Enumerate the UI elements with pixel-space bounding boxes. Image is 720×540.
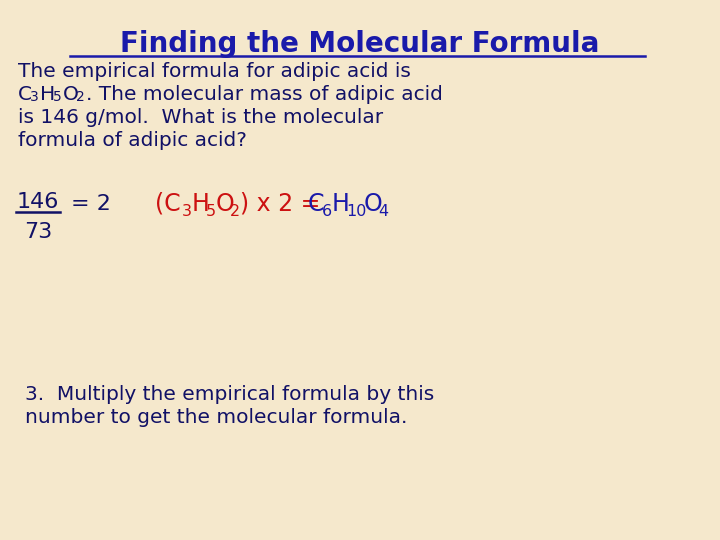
Text: C: C [308, 192, 325, 216]
Text: Finding the Molecular Formula: Finding the Molecular Formula [120, 30, 600, 58]
Text: is 146 g/mol.  What is the molecular: is 146 g/mol. What is the molecular [18, 108, 383, 127]
Text: = 2: = 2 [71, 194, 111, 214]
Text: (C: (C [155, 192, 181, 216]
Text: H: H [332, 192, 350, 216]
Text: O: O [216, 192, 235, 216]
Text: H: H [192, 192, 210, 216]
Text: O: O [63, 85, 79, 104]
Text: 4: 4 [378, 204, 388, 219]
Text: 6: 6 [322, 204, 332, 219]
Text: 3.  Multiply the empirical formula by this: 3. Multiply the empirical formula by thi… [25, 385, 434, 404]
Text: 3: 3 [30, 90, 39, 104]
Text: 2: 2 [76, 90, 85, 104]
Text: 2: 2 [230, 204, 240, 219]
Text: 5: 5 [53, 90, 62, 104]
Text: 3: 3 [182, 204, 192, 219]
Text: formula of adipic acid?: formula of adipic acid? [18, 131, 247, 150]
Text: number to get the molecular formula.: number to get the molecular formula. [25, 408, 408, 427]
Text: ) x 2 =: ) x 2 = [240, 192, 320, 216]
Text: 10: 10 [346, 204, 366, 219]
Text: 5: 5 [206, 204, 216, 219]
Text: 146: 146 [17, 192, 59, 212]
Text: O: O [364, 192, 383, 216]
Text: . The molecular mass of adipic acid: . The molecular mass of adipic acid [86, 85, 443, 104]
Text: 73: 73 [24, 222, 52, 242]
Text: H: H [40, 85, 55, 104]
Text: C: C [18, 85, 32, 104]
Text: The empirical formula for adipic acid is: The empirical formula for adipic acid is [18, 62, 411, 81]
